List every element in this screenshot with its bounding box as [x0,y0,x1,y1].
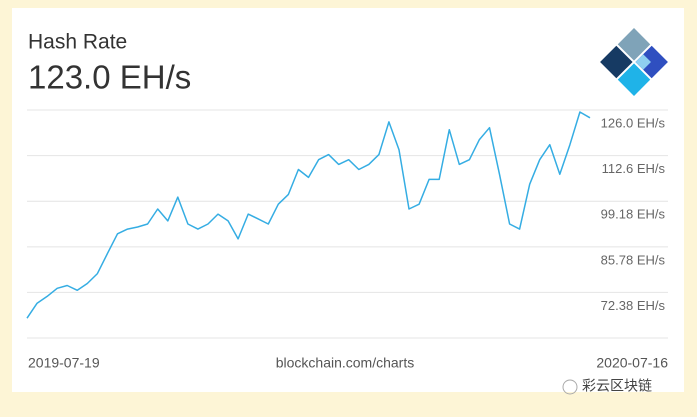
y-tick-label: 126.0 EH/s [601,115,666,130]
x-tick-label: 2019-07-19 [28,355,100,371]
y-tick-label: 99.18 EH/s [601,207,666,222]
watermark: 彩云区块链 [582,378,652,394]
source: blockchain.com/charts [276,355,415,371]
y-tick-label: 112.6 EH/s [602,161,666,176]
wechat-icon [562,379,578,395]
chart-title: Hash Rate [28,31,127,54]
y-tick-label: 85.78 EH/s [601,252,666,267]
x-tick-label: 2020-07-16 [596,355,668,371]
card [12,8,684,392]
line [26,111,591,319]
y-tick-label: 72.38 EH/s [601,298,666,313]
chart-subtitle: 123.0 EH/s [28,59,191,96]
